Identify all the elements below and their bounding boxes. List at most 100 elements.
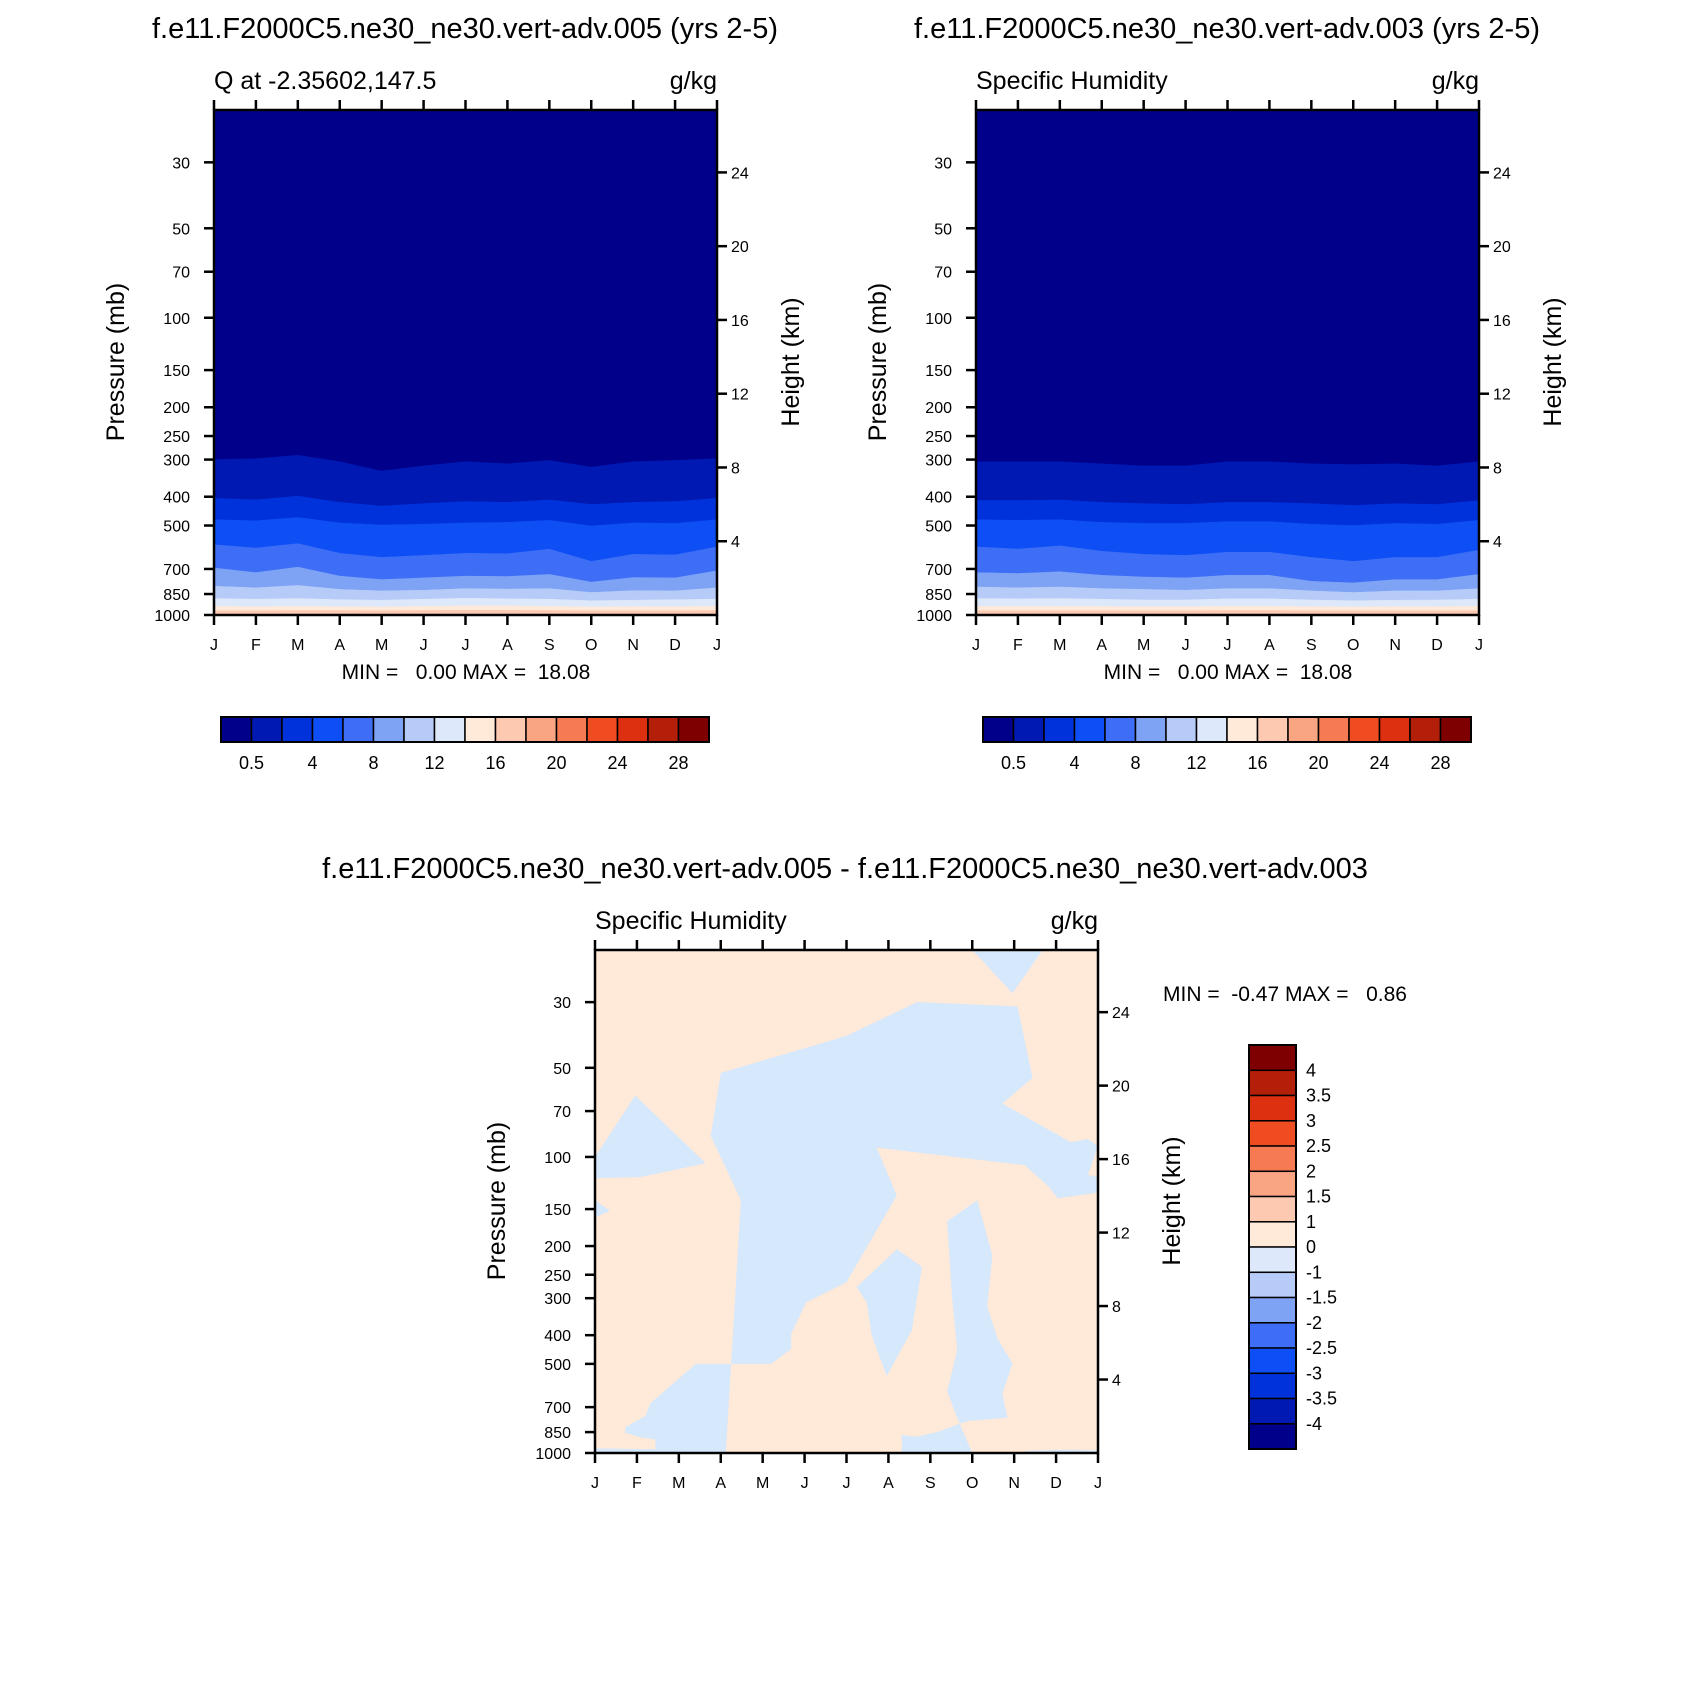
contour-region-4 bbox=[856, 1249, 922, 1377]
diff-x-tick-label: F bbox=[632, 1475, 642, 1492]
left-y-tick-label: 50 bbox=[172, 221, 190, 238]
diff-y-tick-label: 150 bbox=[544, 1202, 571, 1219]
colorbar-label: 4 bbox=[1306, 1060, 1316, 1080]
colorbar-box bbox=[1248, 1271, 1297, 1299]
colorbar-label: -3.5 bbox=[1306, 1389, 1337, 1409]
colorbar-frame bbox=[1248, 1044, 1297, 1450]
colorbar-box bbox=[1104, 716, 1137, 743]
difference-units-label: g/kg bbox=[1051, 907, 1098, 935]
colorbar-box bbox=[1073, 716, 1106, 743]
colorbar-box bbox=[982, 716, 1015, 743]
colorbar-label: 3.5 bbox=[1306, 1086, 1331, 1106]
colorbar-label: 28 bbox=[1430, 753, 1450, 773]
right-y-tick-label: 850 bbox=[925, 587, 952, 604]
left-y-tick-label: 70 bbox=[172, 265, 190, 282]
left-y-tick-label: 250 bbox=[163, 429, 190, 446]
right-y-tick-label: 30 bbox=[934, 155, 952, 172]
contour-region-3 bbox=[595, 1200, 611, 1218]
colorbar-box bbox=[1248, 1322, 1297, 1349]
colorbar-box bbox=[525, 716, 558, 743]
diff-y-tick-label: 250 bbox=[544, 1268, 571, 1285]
left-y-tick-label: 300 bbox=[163, 453, 190, 470]
colorbar-box bbox=[1043, 716, 1076, 743]
right-y2-tick-label: 20 bbox=[1493, 239, 1511, 256]
left-variable-label: Q at -2.35602,147.5 bbox=[214, 67, 436, 95]
left-x-tick-label: J bbox=[713, 637, 721, 654]
diff-y-tick-label: 50 bbox=[553, 1061, 571, 1078]
colorbar-box bbox=[1248, 1296, 1297, 1324]
colorbar-label: -2.5 bbox=[1306, 1338, 1337, 1358]
left-x-tick-label: O bbox=[585, 637, 597, 654]
colorbar-box bbox=[1248, 1372, 1297, 1400]
left-title: f.e11.F2000C5.ne30_ne30.vert-adv.005 (yr… bbox=[152, 13, 778, 45]
colorbar-box bbox=[494, 716, 527, 743]
left-x-tick-label: D bbox=[669, 637, 681, 654]
colorbar-box bbox=[1165, 716, 1198, 743]
colorbar-label: 24 bbox=[1369, 753, 1389, 773]
colorbar-label: -1.5 bbox=[1306, 1288, 1337, 1308]
left-x-tick-label: J bbox=[462, 637, 470, 654]
right-plot-area bbox=[976, 110, 1479, 615]
colorbar-box bbox=[1409, 716, 1442, 743]
right-y-tick-label: 200 bbox=[925, 400, 952, 417]
left-plot-area bbox=[214, 110, 717, 615]
left-x-tick-label: S bbox=[544, 637, 555, 654]
right-y-tick-label: 300 bbox=[925, 453, 952, 470]
right-y-tick-label: 500 bbox=[925, 519, 952, 536]
colorbar-box bbox=[464, 716, 497, 743]
colorbar-label: 16 bbox=[485, 753, 505, 773]
diff-y-tick-label: 700 bbox=[544, 1400, 571, 1417]
right-panel: f.e11.F2000C5.ne30_ne30.vert-adv.003 (yr… bbox=[864, 13, 1567, 773]
diff-x-tick-label: S bbox=[925, 1475, 936, 1492]
contour-region-1 bbox=[625, 1002, 1073, 1453]
left-x-tick-label: N bbox=[627, 637, 639, 654]
diff-x-tick-label: A bbox=[715, 1475, 726, 1492]
left-min-max-stats: MIN = 0.00 MAX = 18.08 bbox=[342, 661, 591, 684]
diff-y-tick-label: 30 bbox=[553, 995, 571, 1012]
colorbar-box bbox=[616, 716, 649, 743]
diff-y2-tick-label: 12 bbox=[1112, 1226, 1130, 1243]
colorbar-box bbox=[1248, 1094, 1297, 1122]
difference-ylabel: Pressure (mb) bbox=[483, 1122, 511, 1280]
colorbar-label: 1 bbox=[1306, 1212, 1316, 1232]
difference-axis-ticks: J F M A M J J A S O N D J 30 50 70 100 150 200 250 300 400 500… bbox=[535, 940, 1130, 1492]
colorbar-box bbox=[677, 716, 710, 743]
diff-y2-tick-label: 20 bbox=[1112, 1079, 1130, 1096]
left-units-label: g/kg bbox=[670, 67, 717, 95]
diff-y2-tick-label: 16 bbox=[1112, 1152, 1130, 1169]
left-y-tick-label: 1000 bbox=[154, 608, 190, 625]
right-y2-tick-label: 12 bbox=[1493, 387, 1511, 404]
right-y2-tick-label: 8 bbox=[1493, 460, 1502, 477]
colorbar-box bbox=[1348, 716, 1381, 743]
right-x-tick-label: J bbox=[1224, 637, 1232, 654]
diff-x-tick-label: J bbox=[591, 1475, 599, 1492]
left-y-tick-label: 850 bbox=[163, 587, 190, 604]
diff-y-tick-label: 1000 bbox=[535, 1446, 571, 1463]
colorbar-label: -4 bbox=[1306, 1414, 1322, 1434]
colorbar-box bbox=[1439, 716, 1472, 743]
difference-title: f.e11.F2000C5.ne30_ne30.vert-adv.005 - f… bbox=[322, 853, 1368, 885]
colorbar-label: -2 bbox=[1306, 1313, 1322, 1333]
left-y2label: Height (km) bbox=[777, 297, 805, 426]
colorbar-label: 0.5 bbox=[239, 753, 264, 773]
right-colorbar: 0.5 4 8 12 16 20 24 28 bbox=[982, 716, 1472, 773]
right-x-tick-label: F bbox=[1013, 637, 1023, 654]
colorbar-label: 1.5 bbox=[1306, 1187, 1331, 1207]
right-y2label: Height (km) bbox=[1539, 297, 1567, 426]
left-colorbar: 0.5 4 8 12 16 20 24 28 bbox=[220, 716, 710, 773]
right-y-tick-label: 700 bbox=[925, 562, 952, 579]
right-x-tick-label: A bbox=[1096, 637, 1107, 654]
right-y-tick-label: 1000 bbox=[916, 608, 952, 625]
right-x-tick-label: A bbox=[1264, 637, 1275, 654]
colorbar-label: 3 bbox=[1306, 1111, 1316, 1131]
left-y2-tick-label: 4 bbox=[731, 534, 740, 551]
difference-min-max-stats: MIN = -0.47 MAX = 0.86 bbox=[1163, 983, 1407, 1006]
colorbar-box bbox=[372, 716, 405, 743]
left-x-tick-label: J bbox=[420, 637, 428, 654]
colorbar-box bbox=[311, 716, 344, 743]
contour-region-7 bbox=[972, 950, 1043, 994]
right-y2-tick-label: 4 bbox=[1493, 534, 1502, 551]
colorbar-box bbox=[1134, 716, 1167, 743]
left-y-tick-label: 200 bbox=[163, 400, 190, 417]
